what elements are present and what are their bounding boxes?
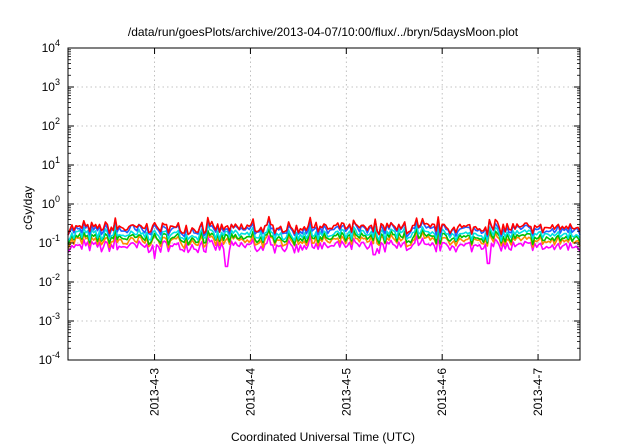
series-line [67, 223, 581, 242]
y-axis-label: cGy/day [21, 186, 35, 230]
y-tick-label-base: 10 [42, 41, 56, 55]
y-tick-label: 102 [42, 116, 60, 133]
x-tick-label: 2013-4-5 [339, 368, 353, 416]
y-tick-label-base: 10 [42, 158, 56, 172]
y-tick-label: 10-4 [39, 350, 60, 367]
y-tick-label-exponent: 4 [55, 38, 60, 48]
y-tick-label-exponent: -1 [52, 233, 60, 243]
y-tick-label-exponent: 2 [55, 116, 60, 126]
y-tick-label-exponent: 0 [55, 194, 60, 204]
y-tick-label-base: 10 [39, 353, 53, 367]
x-tick-label: 2013-4-4 [243, 368, 257, 416]
x-axis-label: Coordinated Universal Time (UTC) [231, 430, 415, 444]
y-tick-label: 10-3 [39, 311, 60, 328]
x-tick-label: 2013-4-6 [435, 368, 449, 416]
y-tick-label-base: 10 [42, 119, 56, 133]
y-tick-label: 10-1 [39, 233, 60, 250]
y-tick-label-exponent: -4 [52, 350, 60, 360]
y-tick-label-base: 10 [39, 236, 53, 250]
y-tick-label-base: 10 [42, 80, 56, 94]
chart-title: /data/run/goesPlots/archive/2013-04-07/1… [128, 25, 519, 39]
y-tick-label-base: 10 [39, 275, 53, 289]
series-line [67, 234, 581, 268]
plot-border [67, 47, 581, 361]
series-line [67, 215, 581, 236]
y-tick-label-exponent: 1 [55, 155, 60, 165]
x-tick-label: 2013-4-7 [531, 368, 545, 416]
y-tick-label: 100 [42, 194, 60, 211]
y-tick-label: 101 [42, 155, 60, 172]
y-tick-label-base: 10 [39, 314, 53, 328]
plot-frame [67, 47, 581, 361]
y-tick-label-exponent: 3 [55, 77, 60, 87]
y-tick-label-exponent: -2 [52, 272, 60, 282]
x-tick-labels: 2013-4-3 2013-4-4 2013-4-5 2013-4-6 2013-4-7 [148, 368, 546, 416]
y-tick-label-exponent: -3 [52, 311, 60, 321]
grid [68, 48, 580, 360]
x-tick-label: 2013-4-3 [148, 368, 162, 416]
y-tick-label-base: 10 [42, 197, 56, 211]
y-tick-label: 10-2 [39, 272, 60, 289]
y-tick-label: 103 [42, 77, 60, 94]
series-group [67, 215, 581, 268]
y-tick-label: 104 [42, 38, 60, 55]
